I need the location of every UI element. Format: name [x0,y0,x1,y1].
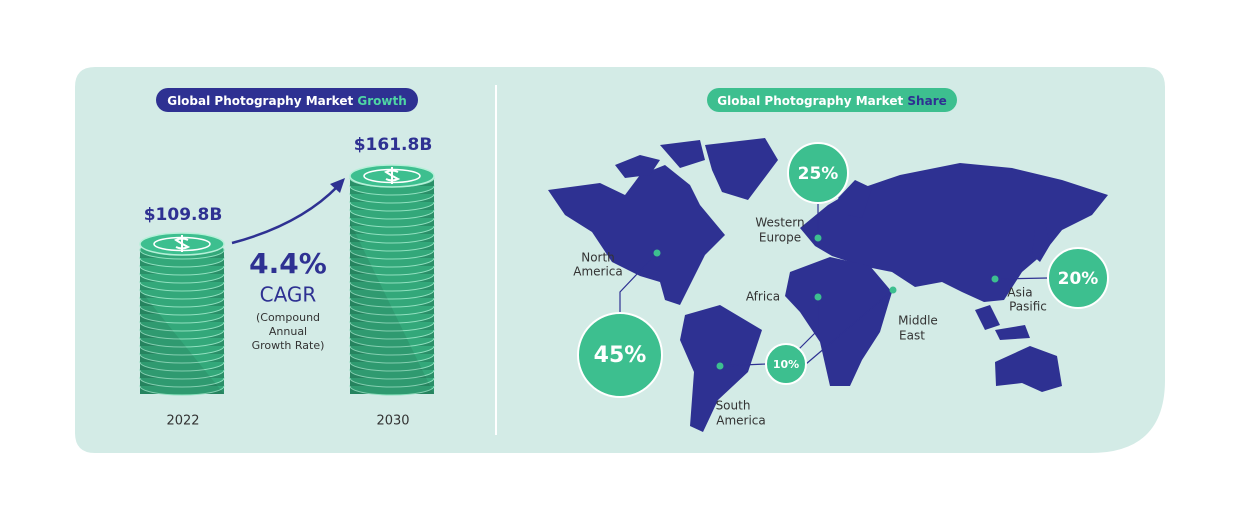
bubble [787,142,849,204]
africa [785,257,892,386]
title-pill [156,88,418,112]
value-label: $161.8B [354,135,433,155]
connector [719,363,767,367]
region-name: North [581,251,615,265]
japan [1032,222,1050,262]
dot [814,293,822,301]
region-name: America [573,265,623,279]
title-text: Global Photography Market [717,94,903,108]
share-value: 20% [1058,269,1099,289]
region-name: Western [755,216,804,230]
world-map [548,138,1108,432]
dollar-icon [174,235,191,252]
title-highlight: Share [907,94,946,108]
region-name: Middle [898,314,938,328]
year-label: 2022 [166,414,199,429]
share-title: Global Photography Market Share [717,94,947,108]
share-value: 45% [594,343,647,368]
region-labels: North America Western Europe Africa Midd… [573,216,1047,428]
greenland [705,138,778,200]
dot [889,286,897,294]
region-name: Asia [1007,286,1032,300]
title-text: Global Photography Market [167,94,353,108]
scandinavia [838,180,872,218]
arctic-islands [615,140,705,178]
bubble [577,312,663,398]
bubble [1047,247,1109,309]
share-value: 10% [773,358,799,371]
connector [805,289,894,365]
connector [994,277,1049,280]
growth-title: Global Photography Market Growth [167,94,407,108]
dot [814,234,822,242]
se-asia [975,305,1030,340]
eurasia [800,163,1108,302]
australia [995,346,1062,392]
connector [797,297,819,351]
cagr-note: Annual [269,325,307,338]
dot [991,275,999,283]
region-name: East [899,329,925,343]
region-name: South [716,399,751,413]
stack-shadow [350,222,434,394]
connector [619,252,658,313]
north-america [548,165,725,305]
dollar-icon [384,167,401,184]
year-label: 2030 [376,414,409,429]
region-name: America [716,414,766,428]
value-label: $109.8B [144,205,223,225]
region-name: Pasific [1009,300,1047,314]
title-pill [707,88,957,112]
share-bubbles [577,142,1109,398]
growth-arrow [231,185,339,245]
cagr-value: 4.4% [249,247,327,280]
title-highlight: Growth [357,94,406,108]
region-name: Africa [746,290,780,304]
cagr-label: CAGR [260,283,317,307]
cagr-note: (Compound [256,311,320,324]
coin-stacks [139,164,435,396]
region-name: Europe [759,231,801,245]
dot [653,249,661,257]
share-value: 25% [798,164,839,184]
stack-shadow [140,290,224,394]
cagr-note: Growth Rate) [252,339,325,352]
region-dots [653,234,999,370]
connectors [619,203,1049,367]
dot [716,362,724,370]
bubble [765,343,807,385]
arrow-head [330,178,345,193]
